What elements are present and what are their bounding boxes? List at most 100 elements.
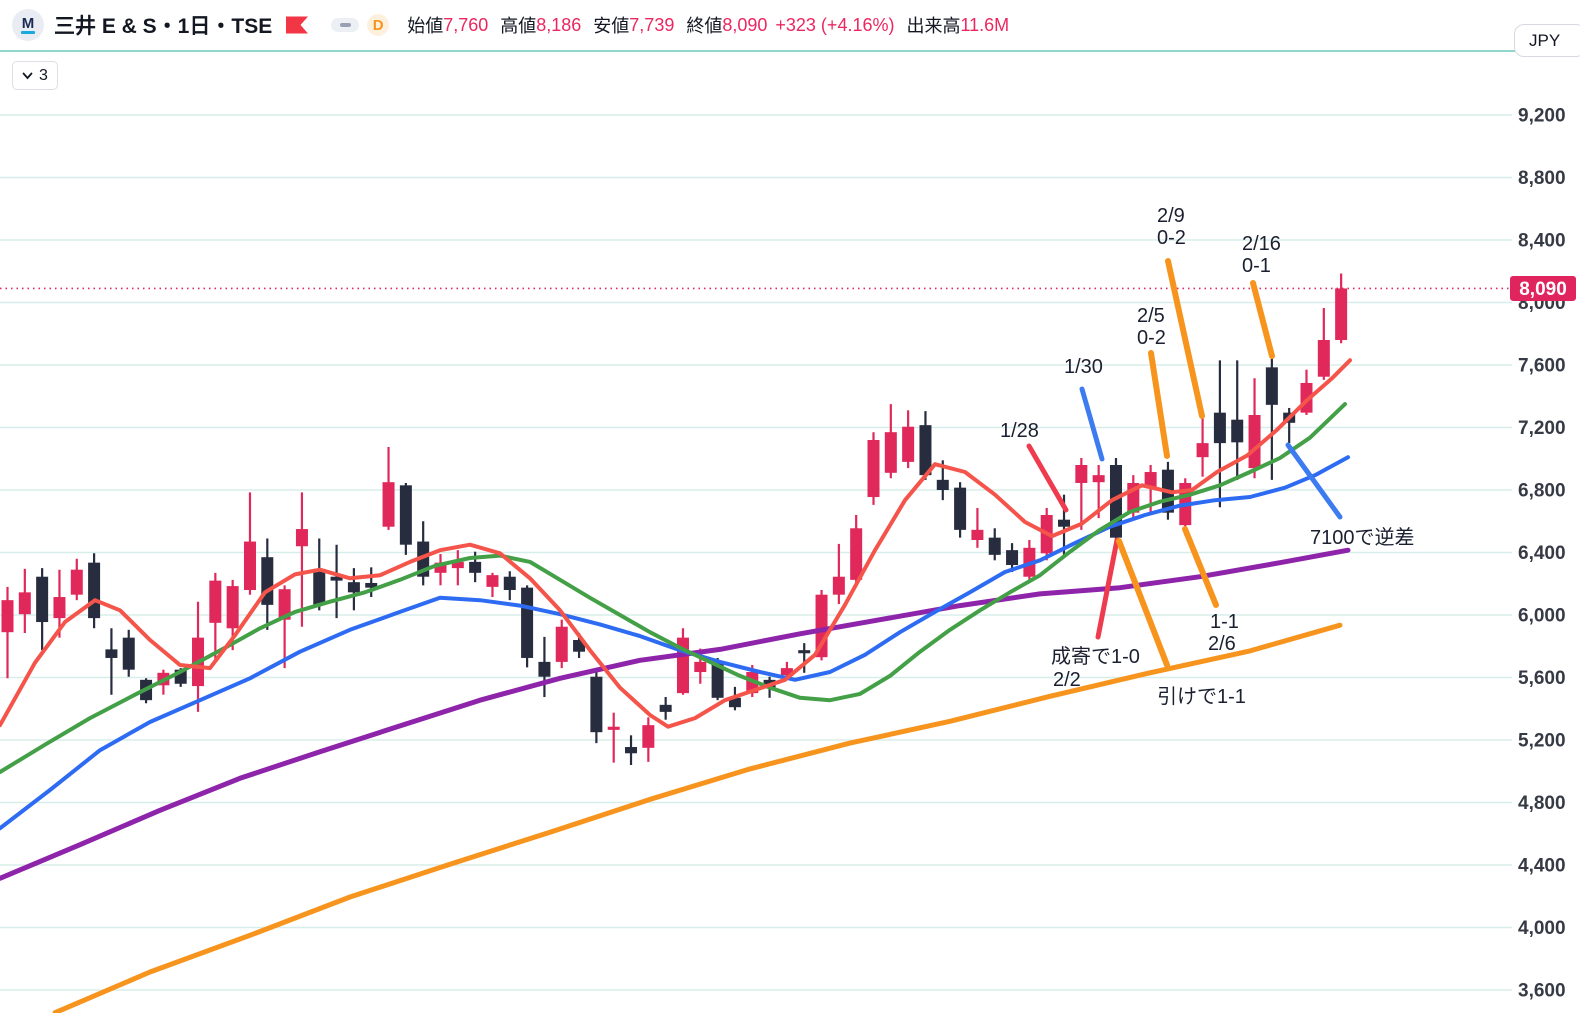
candle-body [971,529,984,540]
candle-body [88,562,101,619]
candle-body [780,668,793,676]
line-2-16 [1250,280,1275,359]
candle-body [798,650,811,654]
candle-body [313,568,326,605]
currency-button[interactable]: JPY [1514,24,1580,57]
line-nariyori [1095,537,1120,640]
y-axis-label: 4,000 [1518,918,1566,939]
ma-red [0,358,1352,729]
y-axis-label: 6,800 [1518,481,1566,502]
price-chart[interactable]: 2/90-2 2/160-12/50-21/301/287100で逆差成寄で1-0… [0,50,1580,1013]
candle-body [122,637,135,670]
symbol-title[interactable]: 三井 E & S・1日・TSE [54,15,273,38]
stat-label: 安値 [593,16,630,36]
logo-letter: M [21,14,35,32]
candle-body [365,582,378,588]
candle-body [711,661,724,698]
candle-body [625,747,638,754]
annotation-text: 1/30 [1064,356,1103,378]
volume-value: 11.6M [960,14,1010,35]
candle-body [434,562,447,573]
symbol-header: M 三井 E & S・1日・TSE D 始値 7,760 高値 8,186 安値 7,73… [0,0,1580,57]
annotation-text: 成寄で1-0 [1051,645,1140,668]
candle-body [573,640,586,652]
annotation-text: 0-2 [1137,327,1166,349]
candle-body [295,529,308,547]
logo-underline [21,30,35,34]
line-gyakusa [1285,442,1343,520]
y-axis-label: 5,200 [1518,731,1566,752]
ohlc-stats: 始値 7,760 高値 8,186 安値 7,739 終値 8,090 +323 (+4.16%… [407,12,1009,38]
candle-body [728,697,741,708]
candle-body [1075,465,1088,483]
candle-body [832,576,845,595]
candle-body [503,576,516,590]
annotation-text: 1-1 [1210,611,1239,633]
y-axis-label: 3,600 [1518,981,1566,1002]
candle-body [469,561,482,573]
candle-body [1058,519,1071,527]
candle-body [694,661,707,673]
candle-body [850,528,863,580]
annotation-text: 0-1 [1242,255,1271,277]
annotation-text: 2/2 [1053,669,1081,691]
candle-body [1144,472,1157,487]
candle-body [1196,443,1209,458]
candle-body [902,426,915,462]
y-axis-label: 8,400 [1518,231,1566,252]
candle-body [1248,415,1261,469]
bars-pattern-chip[interactable]: 3 [12,61,58,90]
candle-body [18,592,31,615]
candle-body [590,676,603,733]
candle-body [451,561,464,569]
y-axis-label: 7,200 [1518,418,1566,439]
dash-icon [339,23,351,27]
candle-body [243,541,256,590]
y-axis-label: 7,600 [1518,356,1566,377]
annotation-text: 2/9 [1157,205,1185,227]
candle-body [555,626,568,662]
ma-blue [0,455,1350,831]
candle-body [919,425,932,476]
candle-body [1335,288,1348,340]
stat-label: 始値 [407,16,444,36]
last-price-badge [1510,275,1576,301]
candle-body [988,537,1001,555]
candle-body [226,586,239,629]
candle-body [70,569,83,595]
chevron-down-icon [22,72,33,79]
y-axis-label: 4,800 [1518,793,1566,814]
line-2-9 [1165,258,1205,419]
symbol-logo[interactable]: M [12,9,44,41]
interval-d-badge: D [367,14,390,36]
candle-body [105,649,118,658]
ma-purple [0,547,1351,881]
ma-orange [52,622,1343,1013]
ma-green [0,402,1347,774]
last-price-badge-text: 8,090 [1519,279,1567,300]
candle-body [1317,340,1330,377]
stat-value: 8,186 [536,14,582,35]
stat-value: 7,739 [629,14,675,35]
candle-body [954,487,967,530]
y-axis-label: 6,400 [1518,543,1566,564]
annotation-text: 7100で逆差 [1310,526,1415,549]
volume-label: 出来高 [906,16,961,36]
candle-body [1092,475,1105,483]
line-1-28 [1026,443,1069,513]
candle-body [1213,412,1226,444]
annotation-text: 2/16 [1242,233,1281,255]
y-axis-label: 4,400 [1518,856,1566,877]
candle-body [1231,419,1244,443]
y-axis-label: 5,600 [1518,668,1566,689]
annotation-text: 2/6 [1208,633,1236,655]
collapse-pill-icon[interactable] [331,18,360,32]
candle-body [884,432,897,473]
candle-body [659,704,672,712]
candle-body [330,576,343,581]
flag-icon[interactable] [286,16,309,34]
candle-body [278,589,291,620]
candle-body [486,575,499,587]
line-1-30 [1079,386,1105,462]
